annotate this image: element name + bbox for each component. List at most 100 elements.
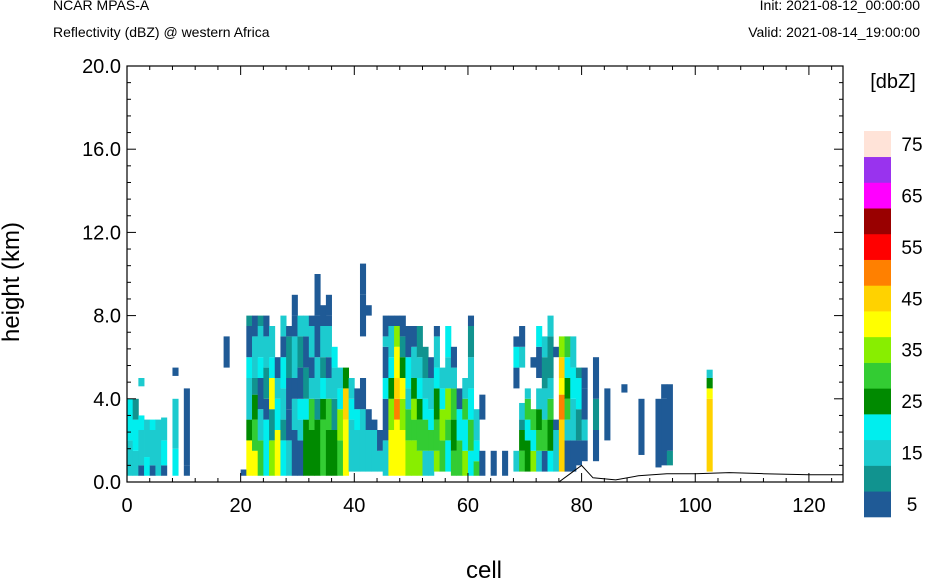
reflectivity-cell xyxy=(462,450,469,476)
reflectivity-cell xyxy=(399,430,406,476)
x-axis-label: cell xyxy=(466,557,502,580)
reflectivity-cell xyxy=(280,419,287,441)
reflectivity-cell xyxy=(513,450,520,472)
colorbar-swatch xyxy=(864,311,891,338)
reflectivity-cell xyxy=(553,430,560,472)
reflectivity-cell xyxy=(342,419,350,476)
reflectivity-cell xyxy=(263,398,270,420)
reflectivity-cell xyxy=(575,367,582,378)
x-tick-label: 0 xyxy=(121,495,132,517)
reflectivity-cell xyxy=(359,378,367,410)
reflectivity-cell xyxy=(450,367,457,389)
reflectivity-cell xyxy=(564,440,571,472)
reflectivity-cell xyxy=(439,409,446,441)
reflectivity-cell xyxy=(553,346,560,358)
reflectivity-cell xyxy=(405,440,412,476)
reflectivity-cell xyxy=(422,378,429,399)
y-tick-label: 20.0 xyxy=(82,56,121,78)
reflectivity-cell xyxy=(564,336,571,358)
reflectivity-cell xyxy=(519,326,526,347)
reflectivity-cell xyxy=(541,388,548,420)
reflectivity-cell xyxy=(519,346,526,368)
colorbar-swatch xyxy=(864,362,891,389)
reflectivity-cell xyxy=(655,398,662,468)
reflectivity-cell xyxy=(132,398,139,420)
reflectivity-cell xyxy=(388,357,395,378)
reflectivity-cell xyxy=(342,388,350,420)
reflectivity-cell xyxy=(416,398,423,420)
reflectivity-cell xyxy=(445,326,452,358)
reflectivity-cell xyxy=(422,450,429,476)
reflectivity-cell xyxy=(348,419,355,472)
x-tick-label: 120 xyxy=(792,495,825,517)
reflectivity-cell xyxy=(558,419,565,472)
reflectivity-cell xyxy=(467,315,475,326)
reflectivity-cell xyxy=(433,326,440,337)
init-time: Init: 2021-08-12_00:00:00 xyxy=(759,0,920,13)
reflectivity-cell xyxy=(149,430,156,466)
reflectivity-cell xyxy=(570,367,577,399)
reflectivity-cell xyxy=(428,357,435,378)
reflectivity-cell xyxy=(138,415,145,430)
reflectivity-cell xyxy=(308,326,315,358)
reflectivity-cell xyxy=(388,315,395,326)
reflectivity-cell xyxy=(661,398,668,466)
reflectivity-cell xyxy=(394,315,401,326)
reflectivity-cell xyxy=(286,378,293,410)
reflectivity-cell xyxy=(456,440,463,476)
y-tick-label: 0.0 xyxy=(93,472,121,494)
colorbar-tick-label: 75 xyxy=(901,135,922,156)
reflectivity-cell xyxy=(382,378,389,399)
y-tick-label: 4.0 xyxy=(93,389,121,411)
reflectivity-cell xyxy=(467,388,475,420)
reflectivity-cell xyxy=(291,398,298,430)
reflectivity-cell xyxy=(359,294,367,337)
reflectivity-cell xyxy=(161,465,168,476)
reflectivity-cell xyxy=(564,398,571,420)
reflectivity-cell xyxy=(564,378,571,399)
reflectivity-cell xyxy=(524,440,531,472)
reflectivity-cell xyxy=(314,274,321,316)
reflectivity-cell xyxy=(388,398,395,430)
reflectivity-cell xyxy=(706,388,713,399)
reflectivity-cell xyxy=(530,409,537,430)
reflectivity-cell xyxy=(592,430,600,462)
reflectivity-cell xyxy=(439,440,446,472)
reflectivity-cell xyxy=(416,378,423,399)
reflectivity-cell xyxy=(536,430,543,451)
reflectivity-cell xyxy=(479,450,486,476)
reflectivity-cell xyxy=(445,357,452,389)
reflectivity-cell xyxy=(257,378,264,410)
reflectivity-cell xyxy=(422,346,429,378)
reflectivity-cell xyxy=(502,450,509,476)
reflectivity-cell xyxy=(473,461,480,476)
reflectivity-cell xyxy=(541,336,548,358)
reflectivity-cell xyxy=(280,315,287,337)
reflectivity-cell xyxy=(394,398,401,420)
y-axis-label: height (km) xyxy=(0,222,25,342)
reflectivity-cell xyxy=(706,369,713,378)
reflectivity-cell xyxy=(280,388,287,420)
reflectivity-cell xyxy=(331,398,338,430)
reflectivity-cell xyxy=(416,357,423,378)
reflectivity-cell xyxy=(325,398,332,430)
reflectivity-cell xyxy=(564,357,571,378)
reflectivity-cell xyxy=(706,398,713,472)
reflectivity-cell xyxy=(342,367,350,389)
reflectivity-cell xyxy=(308,357,315,378)
reflectivity-cell xyxy=(405,409,412,441)
reflectivity-cell xyxy=(297,315,304,337)
x-tick-label: 60 xyxy=(457,495,479,517)
reflectivity-cell xyxy=(320,398,327,420)
reflectivity-cell xyxy=(433,367,440,389)
reflectivity-cell xyxy=(416,419,423,451)
reflectivity-cell xyxy=(433,450,440,472)
reflectivity-cell xyxy=(558,378,565,395)
reflectivity-cell xyxy=(291,315,298,337)
reflectivity-cell xyxy=(547,450,554,472)
reflectivity-cell xyxy=(530,430,537,451)
colorbar-unit-label: [dbZ] xyxy=(870,71,916,93)
reflectivity-cell xyxy=(450,388,457,420)
reflectivity-cell xyxy=(428,430,435,451)
reflectivity-cell xyxy=(541,419,548,451)
